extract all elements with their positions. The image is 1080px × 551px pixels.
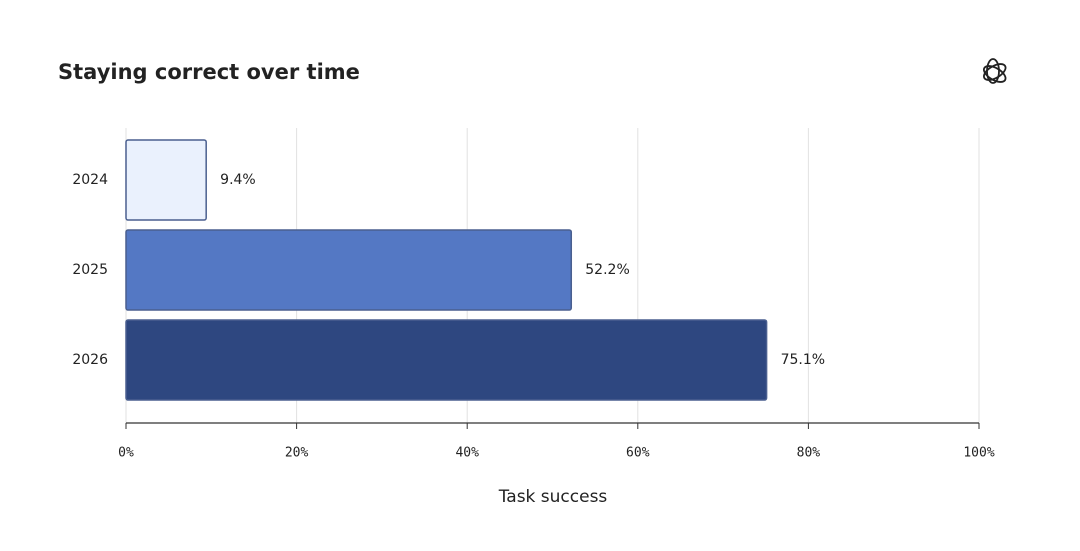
logo xyxy=(983,58,1007,84)
y-tick-label: 2026 xyxy=(72,352,108,368)
data-label: 9.4% xyxy=(220,172,256,188)
x-tick-label: 80% xyxy=(797,446,821,461)
x-tick-label: 60% xyxy=(626,446,650,461)
y-tick-label: 2024 xyxy=(72,172,108,188)
chart-title: Staying correct over time xyxy=(58,60,360,84)
data-label: 52.2% xyxy=(585,262,629,278)
bar xyxy=(125,229,573,311)
x-axis-label: Task success xyxy=(498,487,608,507)
x-tick-label: 100% xyxy=(963,446,994,461)
bar xyxy=(125,139,207,221)
data-label: 75.1% xyxy=(781,352,825,368)
x-tick-label: 20% xyxy=(285,446,309,461)
y-tick-label: 2025 xyxy=(72,262,108,278)
x-tick-label: 40% xyxy=(455,446,479,461)
bar xyxy=(125,319,768,401)
x-tick-label: 0% xyxy=(118,446,134,461)
